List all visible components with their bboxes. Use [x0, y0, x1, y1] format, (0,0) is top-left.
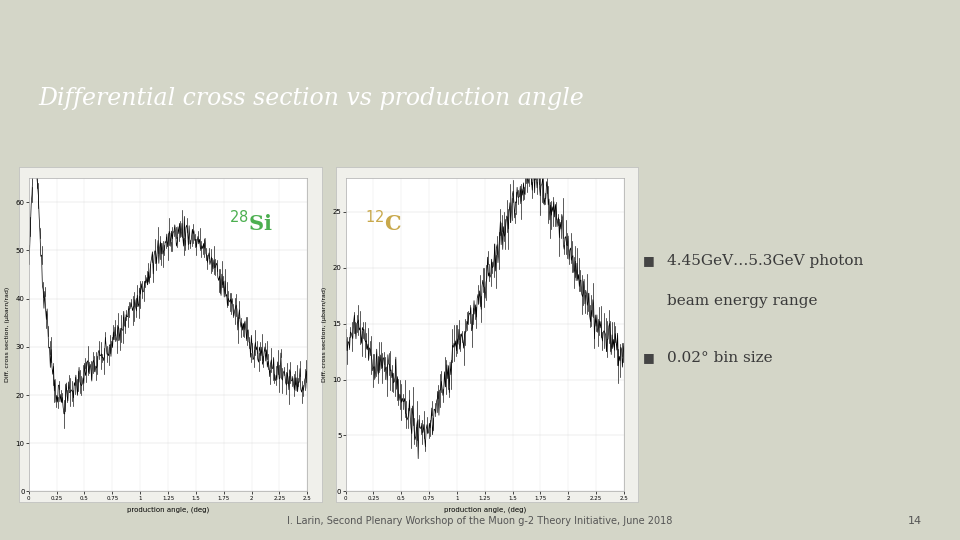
Text: Differential cross section vs production angle: Differential cross section vs production…: [38, 86, 584, 110]
Text: beam energy range: beam energy range: [667, 294, 818, 308]
Y-axis label: Diff. cross section, (μbarn/rad): Diff. cross section, (μbarn/rad): [5, 287, 10, 382]
Text: 4.45GeV…5.3GeV photon: 4.45GeV…5.3GeV photon: [667, 254, 864, 268]
Text: ■: ■: [643, 254, 655, 267]
Text: 14: 14: [907, 516, 922, 526]
X-axis label: production angle, (deg): production angle, (deg): [127, 506, 209, 512]
X-axis label: production angle, (deg): production angle, (deg): [444, 506, 526, 512]
Text: $^{28}$Si: $^{28}$Si: [229, 210, 274, 235]
Text: I. Larin, Second Plenary Workshop of the Muon g-2 Theory Initiative, June 2018: I. Larin, Second Plenary Workshop of the…: [287, 516, 673, 526]
Text: $^{12}$C: $^{12}$C: [365, 210, 402, 235]
Text: ■: ■: [643, 351, 655, 364]
Text: 0.02° bin size: 0.02° bin size: [667, 351, 773, 365]
Y-axis label: Diff. cross section, (μbarn/rad): Diff. cross section, (μbarn/rad): [322, 287, 326, 382]
